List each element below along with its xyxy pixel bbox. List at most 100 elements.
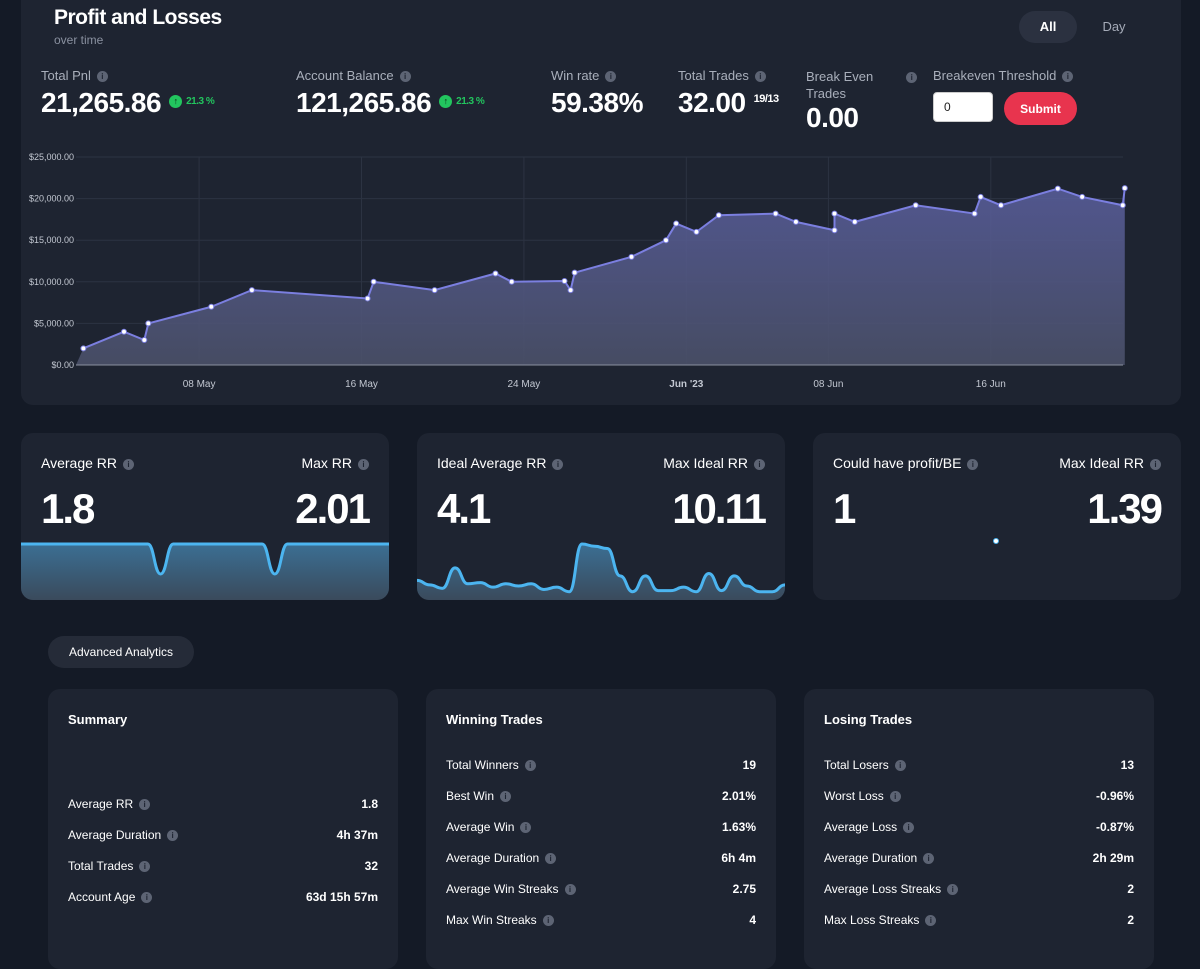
- info-icon[interactable]: i: [524, 760, 536, 772]
- stat-row: Average RR i 1.8: [68, 797, 378, 811]
- info-icon[interactable]: i: [96, 71, 108, 83]
- change-badge: 21.3 %: [186, 96, 215, 107]
- info-icon[interactable]: i: [1062, 71, 1074, 83]
- row-value: 2.75: [732, 882, 756, 896]
- y-tick-label: $0.00: [51, 360, 74, 370]
- data-point: [508, 278, 515, 285]
- row-value: 2: [1127, 913, 1134, 927]
- data-point: [364, 295, 371, 302]
- summary-card: Summary Average RR i 1.8 Average Duration i 4h…: [48, 689, 398, 969]
- win-loss-ratio: 19/13: [753, 93, 780, 105]
- stat-row: Total Losers i 13: [824, 758, 1134, 772]
- change-badge: 21.3 %: [456, 96, 485, 107]
- card-label: Max Ideal RR: [663, 455, 748, 471]
- info-icon[interactable]: i: [894, 760, 906, 772]
- stat-row: Account Age i 63d 15h 57m: [68, 890, 378, 904]
- stat-label: Total Pnl: [41, 68, 91, 83]
- data-point: [715, 212, 722, 219]
- pnl-card: Profit and Losses over time All Day Tota…: [21, 0, 1181, 405]
- info-icon[interactable]: i: [139, 861, 151, 873]
- tab-all[interactable]: All: [1019, 11, 1077, 43]
- max-ideal-rr-value: 10.11: [672, 485, 767, 532]
- data-point: [971, 210, 978, 217]
- row-value: 63d 15h 57m: [305, 890, 378, 904]
- row-value: 1.8: [361, 797, 378, 811]
- could-have-profit-value: 1: [833, 485, 856, 532]
- stat-row: Max Win Streaks i 4: [446, 913, 756, 927]
- row-label: Total Winners: [446, 758, 519, 772]
- info-icon[interactable]: i: [123, 458, 135, 470]
- row-value: 4h 37m: [336, 828, 378, 842]
- info-icon[interactable]: i: [545, 853, 557, 865]
- info-icon[interactable]: i: [923, 853, 935, 865]
- info-icon[interactable]: i: [564, 884, 576, 896]
- info-icon[interactable]: i: [967, 458, 979, 470]
- info-icon[interactable]: i: [925, 915, 937, 927]
- stat-total-trades: Total Trades i 32.00 19/13: [678, 68, 779, 119]
- arrow-up-icon: ↑: [439, 95, 453, 108]
- average-rr-value: 1.8: [41, 485, 95, 532]
- info-icon[interactable]: i: [141, 892, 153, 904]
- data-point: [628, 253, 635, 260]
- info-icon[interactable]: i: [889, 791, 901, 803]
- row-value: 1.63%: [721, 820, 756, 834]
- card-label: Average RR: [41, 455, 118, 471]
- info-icon[interactable]: i: [399, 71, 411, 83]
- stat-row: Average Loss i -0.87%: [824, 820, 1134, 834]
- data-point: [141, 337, 148, 344]
- stat-total-pnl: Total Pnl i 21,265.86 ↑ 21.3 %: [41, 68, 215, 119]
- row-label: Total Trades: [68, 859, 134, 873]
- losing-trades-card: Losing Trades Total Losers i 13 Worst Loss i -…: [804, 689, 1154, 969]
- info-icon[interactable]: i: [542, 915, 554, 927]
- info-icon[interactable]: i: [520, 822, 532, 834]
- tab-day[interactable]: Day: [1102, 19, 1126, 34]
- row-label: Total Losers: [824, 758, 889, 772]
- advanced-analytics-button[interactable]: Advanced Analytics: [48, 636, 194, 668]
- data-point: [831, 210, 838, 217]
- info-icon[interactable]: i: [947, 884, 959, 896]
- arrow-up-icon: ↑: [169, 95, 183, 108]
- info-icon[interactable]: i: [167, 830, 179, 842]
- x-tick-label: Jun '23: [669, 379, 703, 390]
- submit-button[interactable]: Submit: [1004, 92, 1077, 125]
- sparkline-line: [417, 542, 785, 594]
- data-point: [1054, 185, 1061, 192]
- stat-label: Break Even: [806, 69, 874, 84]
- info-icon[interactable]: i: [754, 458, 765, 470]
- row-value: 2: [1127, 882, 1134, 896]
- row-label: Account Age: [68, 890, 136, 904]
- breakeven-threshold-input[interactable]: [933, 92, 993, 122]
- info-icon[interactable]: i: [605, 71, 617, 83]
- y-tick-label: $10,000.00: [29, 277, 74, 287]
- stat-value: 121,265.86: [296, 87, 432, 118]
- row-value: 6h 4m: [721, 851, 756, 865]
- stat-label: Trades: [806, 86, 846, 101]
- row-value: 19: [742, 758, 756, 772]
- info-icon[interactable]: i: [552, 458, 564, 470]
- x-tick-label: 16 May: [345, 379, 378, 390]
- card-title: Summary: [68, 712, 128, 727]
- data-point: [831, 227, 838, 234]
- row-label: Average Duration: [446, 851, 540, 865]
- card-label: Max Ideal RR: [1059, 455, 1144, 471]
- info-icon[interactable]: i: [903, 822, 915, 834]
- stat-value: 21,265.86: [41, 87, 162, 118]
- sparkline-line: [21, 542, 389, 576]
- row-label: Worst Loss: [824, 789, 884, 803]
- pnl-chart: $0.00 $5,000.00 $10,000.00 $15,000.00 $20,00…: [29, 152, 1128, 390]
- stat-value: 32.00: [678, 87, 746, 118]
- stat-row: Average Win i 1.63%: [446, 820, 756, 834]
- data-point: [567, 287, 574, 294]
- info-icon[interactable]: i: [906, 72, 918, 84]
- info-icon[interactable]: i: [500, 791, 512, 803]
- info-icon[interactable]: i: [139, 799, 151, 811]
- info-icon[interactable]: i: [1150, 458, 1161, 470]
- row-label: Best Win: [446, 789, 495, 803]
- row-value: 13: [1120, 758, 1134, 772]
- data-point: [673, 220, 680, 227]
- stat-value: 0.00: [806, 102, 859, 133]
- info-icon[interactable]: i: [754, 71, 766, 83]
- info-icon[interactable]: i: [358, 458, 369, 470]
- x-tick-label: 08 May: [183, 379, 216, 390]
- stat-row: Total Winners i 19: [446, 758, 756, 772]
